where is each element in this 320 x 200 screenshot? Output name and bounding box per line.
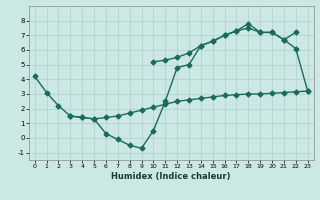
X-axis label: Humidex (Indice chaleur): Humidex (Indice chaleur) xyxy=(111,172,231,181)
